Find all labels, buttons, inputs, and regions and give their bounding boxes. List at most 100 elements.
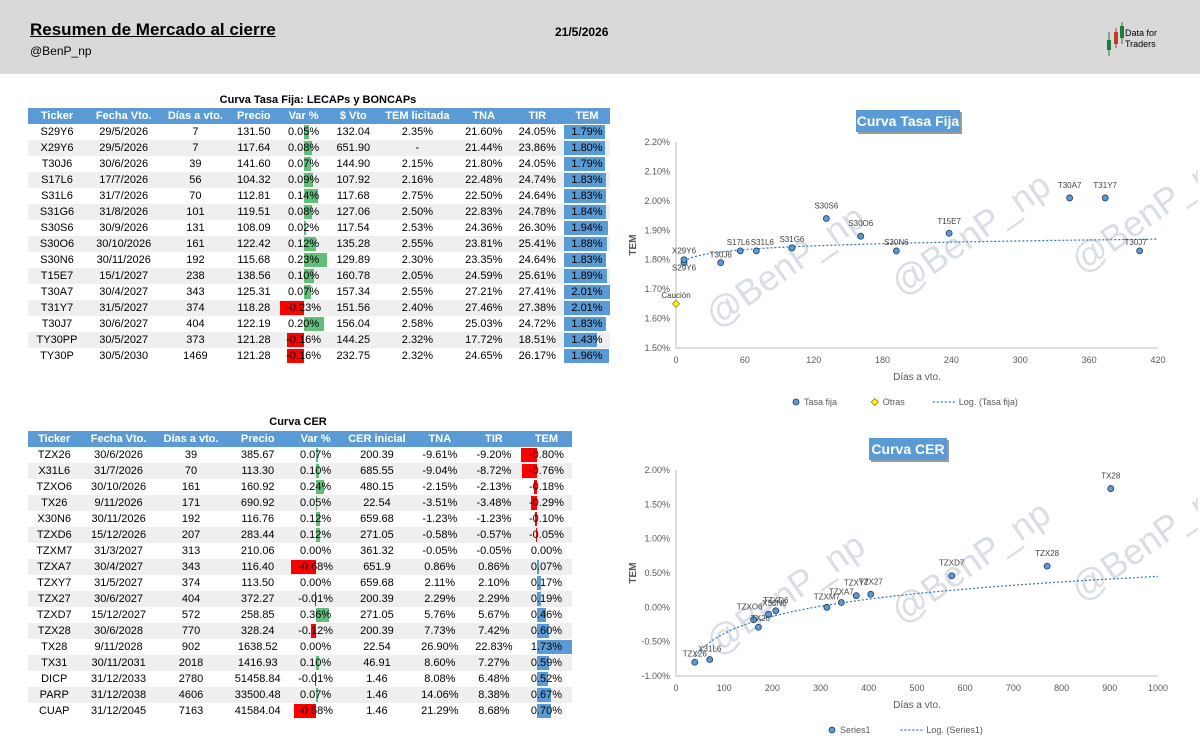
date-cell: 30/10/2026 (86, 236, 162, 252)
date-cell: 15/12/2027 (91, 609, 147, 621)
price-cell: 117.64 (229, 140, 279, 156)
point-label: X29Y6 (672, 247, 697, 256)
table-row: TY30P 30/5/2030 1469 121.28 -0.16% 232.75 2.32… (28, 348, 610, 364)
tna-cell: 26.90% (421, 641, 459, 653)
point-label: X31L6 (698, 645, 722, 654)
y-tick-label: -1.00% (641, 671, 670, 681)
tir-cell: 24.64% (518, 190, 556, 202)
tem-auction-cell: 2.40% (377, 300, 458, 316)
data-point (1136, 247, 1144, 255)
tir-cell: 8.68% (478, 705, 510, 717)
tem-cell-bar (563, 317, 606, 331)
x-tick-label: 240 (944, 355, 959, 365)
date-cell: 15/1/2027 (86, 268, 162, 284)
column-header: Var % (290, 431, 342, 447)
tna-cell: 25.03% (465, 318, 503, 330)
tna-cell: 24.36% (465, 222, 503, 234)
header-bar: Resumen de Mercado al cierre @BenP_np 21… (0, 0, 1200, 74)
author-handle: @BenP_np (30, 44, 92, 58)
ticker-cell: TX26 (28, 495, 81, 511)
data-point (736, 247, 744, 255)
table-row: CUAP 31/12/2045 7163 41584.04 -0.58% 1.46 21.2… (28, 703, 572, 719)
data-point (892, 247, 900, 255)
var-cell: 0.05% (287, 125, 320, 139)
tna-cell: 21.29% (421, 705, 459, 717)
tir-cell: 5.67% (478, 609, 510, 621)
days-cell: 131 (186, 222, 205, 234)
price-cell: 372.27 (225, 591, 291, 607)
table-row: DICP 31/12/2033 2780 51458.84 -0.01% 1.46 8.08… (28, 671, 572, 687)
var-cell-bar (315, 448, 319, 462)
tna-cell: 5.76% (424, 609, 456, 621)
tem-auction-cell: 2.32% (377, 332, 458, 348)
var-cell-bar (303, 173, 313, 187)
cer-initial-cell: 271.05 (360, 609, 394, 621)
ticker-cell: TZXO6 (36, 481, 72, 493)
column-header: TIR (466, 431, 521, 447)
table-row: T31Y7 31/5/2027 374 118.28 -0.23% 151.56 2.40%… (28, 300, 610, 316)
column-header: TNA (412, 431, 467, 447)
ticker-cell: CUAP (38, 705, 70, 717)
cer-initial-cell: 22.54 (341, 495, 413, 511)
tem-cell-bar (563, 349, 609, 363)
x-tick-label: 900 (1102, 683, 1117, 693)
date-cell: 9/11/2028 (94, 641, 143, 653)
watermark: @BenP_np (883, 164, 1058, 304)
ticker-cell: TY30PP (28, 332, 86, 348)
column-header: Ticker (28, 108, 86, 124)
data-point (1066, 194, 1074, 202)
data-point (948, 572, 956, 580)
point-label: TZXM7 (814, 592, 841, 601)
days-cell: 572 (181, 609, 201, 621)
var-cell-bar (287, 349, 304, 363)
report-date: 21/5/2026 (555, 25, 609, 39)
tem-cell: 2.01% (563, 300, 610, 316)
table-row: T15E7 15/1/2027 238 138.56 0.10% 160.78 2.05% 2… (28, 268, 610, 284)
tem-cell-bar (563, 285, 610, 299)
column-header: TIR (510, 108, 564, 124)
data-point (1043, 562, 1051, 570)
days-cell: 902 (181, 641, 201, 653)
price-cell: 113.30 (225, 463, 291, 479)
data-point (1101, 194, 1109, 202)
tem-cell: -0.10% (529, 512, 564, 526)
cer-initial-cell: 685.55 (341, 463, 413, 479)
tna-cell: 21.80% (465, 158, 503, 170)
point-label: S17L6 (727, 238, 751, 247)
point-label: TX28 (1101, 472, 1121, 481)
tem-cell-bar (537, 560, 539, 574)
var-cell: 0.08% (278, 204, 329, 220)
cer-initial-cell: 480.15 (360, 481, 394, 493)
cer-initial-cell: 271.05 (341, 527, 413, 543)
tna-cell: -9.61% (422, 449, 458, 461)
ticker-cell: TX31 (28, 655, 81, 671)
var-cell-bar (303, 221, 306, 235)
y-tick-label: 0.00% (644, 602, 670, 612)
tir-cell: 2.10% (478, 577, 510, 589)
tem-cell-bar (563, 189, 606, 203)
price-cell: 1638.52 (237, 641, 278, 653)
y-tick-label: 1.00% (644, 534, 670, 544)
chart-title: Curva Tasa Fija (857, 113, 960, 129)
table-row: X30N6 30/11/2026 192 116.76 0.12% 659.68 -1.23… (28, 511, 572, 527)
tem-cell: 0.17% (530, 576, 563, 590)
ticker-cell: PARP (28, 687, 81, 703)
table-row: TZX26 30/6/2026 39 385.67 0.07% 200.39 -9.61% -… (28, 447, 572, 463)
tem-auction-cell: - (377, 140, 458, 156)
tir-cell: 18.51% (510, 332, 564, 348)
column-header: Ticker (28, 431, 81, 447)
days-cell: 373 (161, 332, 230, 348)
tir-cell: 27.38% (510, 300, 564, 316)
tem-cell: 1.83% (563, 172, 610, 188)
price-cell: 141.60 (237, 158, 271, 170)
y-tick-label: 2.10% (644, 166, 670, 176)
x-tick-label: 200 (765, 683, 780, 693)
days-cell: 238 (161, 268, 230, 284)
date-cell: 30/11/2031 (80, 655, 157, 671)
days-cell: 192 (186, 254, 205, 266)
date-cell: 30/6/2026 (99, 158, 149, 170)
tir-cell: 27.41% (518, 286, 556, 298)
tir-cell: -8.72% (466, 463, 521, 479)
var-cell-bar (303, 253, 327, 267)
var-cell-bar (315, 512, 320, 526)
